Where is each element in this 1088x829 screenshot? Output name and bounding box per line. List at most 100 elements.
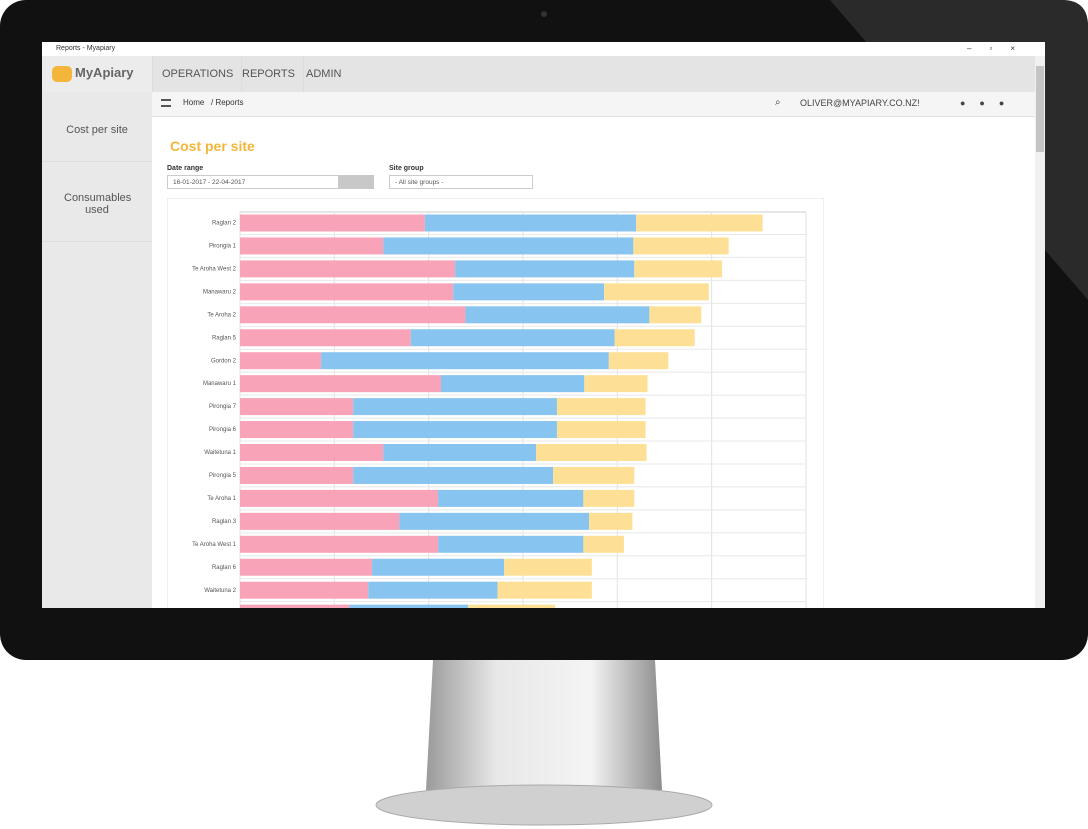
bar-segment	[636, 214, 763, 232]
bar-segment	[240, 444, 384, 461]
sidebar	[42, 92, 152, 608]
bar-segment	[240, 512, 400, 530]
bar-segment	[368, 581, 498, 599]
bar-segment	[383, 444, 537, 461]
bar-segment	[556, 398, 646, 416]
y-tick-label: Pirongia 7	[209, 404, 237, 410]
menu-icon[interactable]	[161, 99, 171, 107]
window-title: Reports - Myapiary	[42, 42, 1045, 56]
icons[interactable]: ●●●	[960, 98, 1019, 108]
sub-bar	[152, 92, 1035, 117]
y-tick-label: Gordon 2	[211, 358, 237, 364]
bar-segment	[497, 581, 592, 599]
bar-segment	[465, 306, 650, 324]
bar-segment	[240, 214, 425, 232]
bar-segment	[321, 352, 609, 370]
logo: MyApiary	[75, 65, 134, 80]
top-bar	[42, 56, 1035, 92]
camera	[541, 11, 547, 17]
window-controls[interactable]: –▫×	[967, 44, 1033, 53]
bar-segment	[240, 306, 466, 324]
stand	[426, 660, 662, 790]
calendar-button[interactable]	[339, 175, 374, 189]
y-tick-label: Pirongia 5	[209, 473, 237, 479]
bar-segment	[240, 352, 322, 370]
screen: Reports - Myapiary –▫× MyApiary OPERATIO…	[42, 42, 1045, 608]
bar-segment	[240, 283, 454, 301]
bar-segment	[240, 237, 384, 255]
bar-segment	[349, 604, 469, 608]
nav-item[interactable]: REPORTS	[234, 56, 304, 92]
scroll-thumb[interactable]	[1036, 66, 1044, 152]
y-tick-label: Raglan 5	[212, 335, 237, 341]
bar-segment	[440, 375, 585, 393]
bar-segment	[504, 558, 592, 576]
group-select[interactable]: - All site groups -	[389, 175, 533, 189]
search-icon[interactable]: ⌕	[775, 97, 781, 108]
nav-item[interactable]: OPERATIONS	[154, 56, 243, 92]
bar-segment	[424, 214, 637, 232]
page-title: Cost per site	[170, 138, 255, 154]
bar-segment	[240, 375, 441, 393]
breadcrumb-current: / Reports	[211, 98, 244, 107]
y-tick-label: Te Aroha West 1	[192, 542, 237, 548]
filter-label: Site group	[389, 165, 424, 172]
bar-segment	[353, 398, 557, 416]
bar-segment	[353, 466, 554, 484]
bar-segment	[240, 604, 350, 608]
y-tick-label: Waitetuna 1	[204, 450, 236, 456]
y-tick-label: Manawaru 2	[203, 289, 237, 295]
bar-segment	[583, 489, 635, 507]
bar-segment	[553, 466, 635, 484]
bar-segment	[468, 604, 556, 608]
bar-segment	[614, 329, 695, 347]
sidebar-item[interactable]: Cost per site	[66, 124, 128, 136]
bar-segment	[240, 329, 411, 347]
breadcrumb-home[interactable]: Home	[183, 98, 205, 107]
bar-segment	[240, 398, 354, 416]
y-tick-label: Raglan 6	[212, 565, 237, 571]
bar-segment	[383, 237, 634, 255]
bar-segment	[604, 283, 709, 301]
date-input[interactable]: 16-01-2017 - 22-04-2017	[167, 175, 339, 189]
bar-segment	[240, 489, 439, 507]
filter-label: Date range	[167, 165, 204, 172]
bar-segment	[353, 421, 557, 439]
divider	[42, 241, 152, 242]
bar-segment	[240, 558, 373, 576]
bar-segment	[240, 535, 439, 553]
bar-segment	[583, 535, 624, 553]
y-tick-label: Pirongia 6	[209, 427, 237, 433]
bar-segment	[584, 375, 648, 393]
user-menu[interactable]: OLIVER@MYAPIARY.CO.NZ!	[800, 98, 920, 108]
bar-segment	[453, 283, 605, 301]
bar-segment	[240, 466, 354, 484]
bar-segment	[589, 512, 633, 530]
y-tick-label: Raglan 3	[212, 519, 237, 525]
bar-segment	[410, 329, 615, 347]
sidebar-item[interactable]: Consumables used	[64, 192, 132, 216]
y-tick-label: Manawaru 1	[203, 381, 237, 387]
stand-base	[375, 784, 713, 826]
bar-segment	[399, 512, 590, 530]
bar-segment	[438, 489, 584, 507]
y-tick-label: Pirongia 1	[209, 244, 237, 250]
y-tick-label: Te Aroha West 2	[192, 266, 237, 272]
bar-segment	[649, 306, 702, 324]
bar-segment	[240, 260, 456, 278]
bar-segment	[372, 558, 505, 576]
y-tick-label: Te Aroha 1	[207, 496, 236, 502]
scrollbar	[1035, 56, 1045, 608]
bar-segment	[536, 444, 647, 461]
bar-segment	[240, 421, 354, 439]
y-tick-label: Raglan 2	[212, 221, 237, 227]
bar-segment	[438, 535, 584, 553]
y-tick-label: Te Aroha 2	[207, 312, 236, 318]
bar-segment	[240, 581, 369, 599]
chart: Raglan 2 Pirongia 1 Te Aroha West 2 Manawar…	[167, 198, 824, 608]
nav-item[interactable]: ADMIN	[306, 68, 342, 80]
bar-segment	[556, 421, 646, 439]
bar-segment	[608, 352, 669, 370]
bar-segment	[633, 237, 729, 255]
